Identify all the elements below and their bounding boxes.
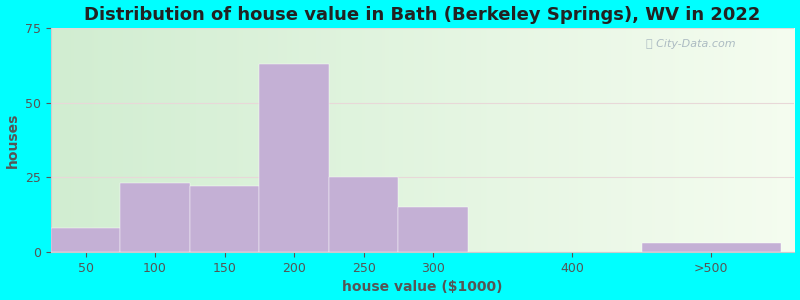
Bar bbox=[642, 243, 781, 252]
Text: ⓘ City-Data.com: ⓘ City-Data.com bbox=[646, 39, 735, 49]
X-axis label: house value ($1000): house value ($1000) bbox=[342, 280, 503, 294]
Bar bbox=[190, 186, 259, 252]
Bar bbox=[120, 183, 190, 252]
Bar bbox=[329, 177, 398, 252]
Bar bbox=[398, 207, 468, 252]
Bar bbox=[51, 228, 120, 252]
Bar bbox=[259, 64, 329, 252]
Y-axis label: houses: houses bbox=[6, 112, 19, 168]
Title: Distribution of house value in Bath (Berkeley Springs), WV in 2022: Distribution of house value in Bath (Ber… bbox=[85, 6, 761, 24]
